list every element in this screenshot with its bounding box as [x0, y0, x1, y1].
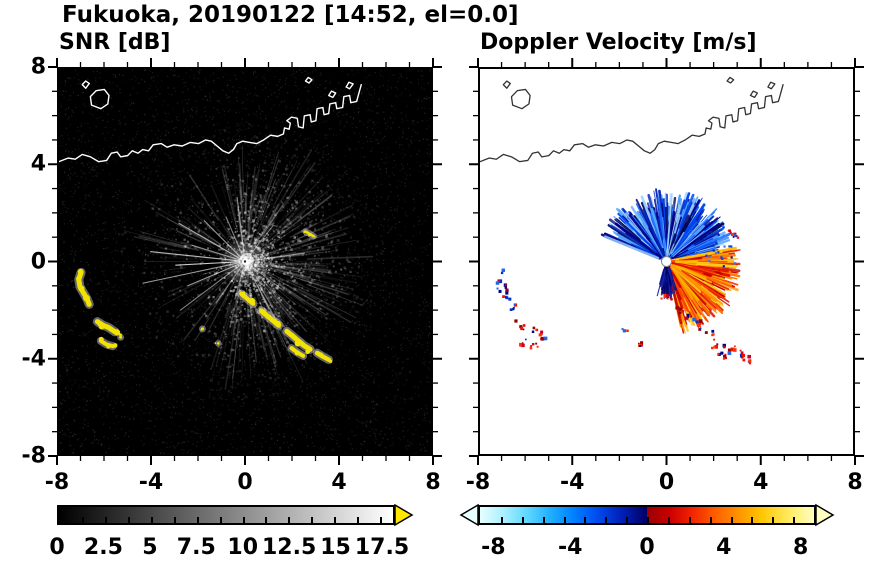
snr-x-tick-label: -4 — [138, 470, 164, 495]
snr-panel-title: SNR [dB] — [59, 30, 171, 55]
colorbar-minor-tick — [334, 517, 337, 523]
doppler-x-tick-label: -8 — [465, 470, 491, 495]
figure-title: Fukuoka, 20190122 [14:52, el=0.0] — [62, 2, 519, 28]
colorbar-minor-tick — [196, 517, 199, 523]
doppler-x-tick-label: 0 — [658, 470, 675, 495]
colorbar-minor-tick — [709, 517, 712, 523]
snr-y-tick-label: 4 — [30, 151, 46, 177]
colorbar-tick-label: 2.5 — [83, 535, 123, 560]
colorbar-minor-tick — [104, 517, 107, 523]
colorbar-minor-tick — [542, 517, 545, 523]
colorbar-minor-tick — [647, 517, 649, 523]
doppler-panel-title: Doppler Velocity [m/s] — [480, 30, 757, 55]
colorbar-minor-tick — [584, 517, 587, 523]
colorbar-minor-tick — [265, 517, 268, 523]
snr-y-tick-label: 8 — [30, 54, 46, 80]
colorbar-tick-label: 17.5 — [354, 535, 410, 560]
colorbar-minor-tick — [173, 517, 176, 523]
colorbar-tick-label: -8 — [481, 535, 506, 560]
colorbar-minor-tick — [793, 517, 796, 523]
colorbar-minor-tick — [242, 517, 245, 523]
colorbar-tick-label: 10 — [227, 535, 259, 560]
doppler-plot-area — [478, 67, 855, 456]
colorbar-tick-label: 5 — [142, 535, 158, 560]
doppler-x-tick-label: -4 — [560, 470, 585, 495]
doppler-colorbar-under-arrow — [459, 503, 479, 527]
doppler-colorbar-over-arrow — [815, 503, 835, 527]
colorbar-tick-label: 0 — [49, 535, 65, 560]
snr-x-tick-label: 8 — [425, 470, 441, 495]
snr-x-tick-label: -8 — [44, 470, 70, 495]
colorbar-minor-tick — [730, 517, 733, 523]
doppler-x-tick-label: 4 — [753, 470, 769, 495]
colorbar-minor-tick — [357, 517, 360, 523]
colorbar-tick-label: 8 — [792, 535, 809, 560]
snr-x-tick-label: 4 — [331, 470, 347, 495]
colorbar-tick-label: 4 — [716, 535, 732, 560]
snr-y-tick-label: -8 — [21, 443, 46, 469]
colorbar-minor-tick — [219, 517, 222, 523]
colorbar-minor-tick — [288, 517, 291, 523]
snr-colorbar — [57, 505, 395, 525]
snr-y-tick-label: -4 — [21, 346, 46, 372]
colorbar-tick-label: 15 — [320, 535, 351, 560]
colorbar-minor-tick — [751, 517, 754, 523]
colorbar-minor-tick — [81, 517, 84, 523]
colorbar-minor-tick — [667, 517, 670, 523]
snr-y-tick-label: 0 — [30, 249, 46, 274]
colorbar-minor-tick — [605, 517, 608, 523]
colorbar-tick-label: 0 — [639, 535, 655, 560]
colorbar-minor-tick — [127, 517, 130, 523]
colorbar-tick-label: -4 — [557, 535, 583, 560]
colorbar-tick-label: 12.5 — [262, 535, 317, 560]
colorbar-minor-tick — [311, 517, 314, 523]
doppler-radar-image — [480, 69, 853, 454]
snr-plot-area — [57, 67, 433, 456]
doppler-colorbar — [478, 505, 816, 525]
doppler-x-tick-label: 8 — [847, 470, 863, 495]
snr-x-tick-label: 0 — [237, 470, 253, 495]
snr-radar-image — [59, 69, 431, 454]
colorbar-minor-tick — [772, 517, 775, 523]
colorbar-minor-tick — [380, 517, 383, 523]
colorbar-minor-tick — [500, 517, 503, 523]
snr-colorbar-overflow-arrow — [394, 503, 414, 527]
colorbar-minor-tick — [626, 517, 629, 523]
colorbar-minor-tick — [150, 517, 153, 523]
colorbar-minor-tick — [688, 517, 691, 523]
colorbar-minor-tick — [563, 517, 566, 523]
colorbar-tick-label: 7.5 — [176, 535, 216, 560]
colorbar-minor-tick — [521, 517, 524, 523]
